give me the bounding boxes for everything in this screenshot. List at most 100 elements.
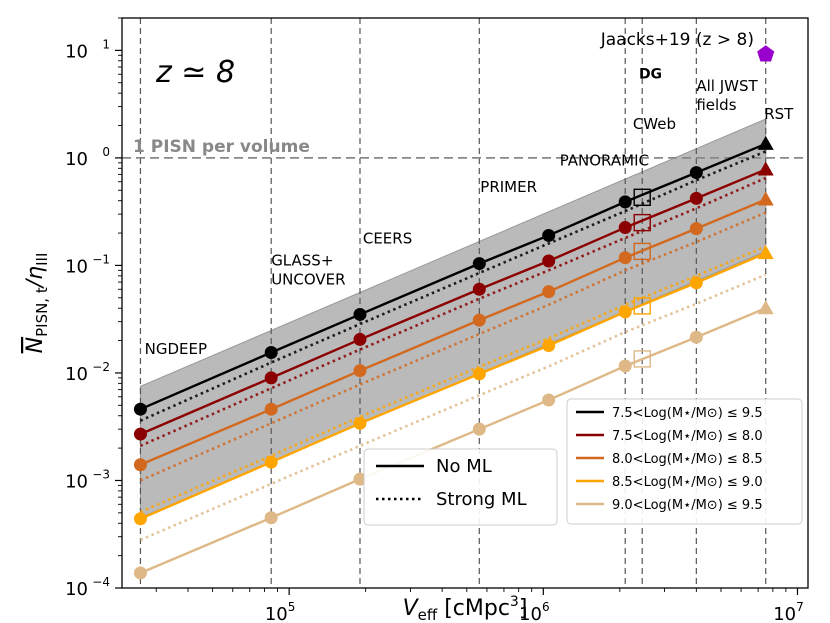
mass-legend-label: 9.0<Log(M⋆/M⊙) ≤ 9.5 (612, 498, 763, 513)
open-square-marker (633, 242, 651, 261)
y-tick-base: 10 (65, 579, 88, 600)
x-axis-label-unit-sup: 3 (510, 594, 519, 610)
y-tick-base: 10 (65, 256, 88, 277)
series-0-marker (618, 195, 632, 209)
series-3-marker (472, 367, 486, 381)
x-axis-label-close: ] (519, 596, 528, 621)
x-tick-exp: 5 (288, 600, 296, 614)
series-0-marker (353, 307, 367, 321)
series-1-marker (542, 254, 556, 268)
series-0-marker (542, 228, 556, 242)
y-tick-label: 10 −1 (65, 252, 110, 277)
series-3-marker (133, 512, 147, 526)
x-axis-label-sub: eff (418, 606, 438, 623)
series-2-marker (542, 285, 556, 299)
y-tick-base: 10 (65, 41, 88, 62)
x-tick-base: 10 (265, 604, 288, 623)
mass-legend-label: 8.5<Log(M⋆/M⊙) ≤ 9.0 (612, 475, 763, 490)
series-2-marker (472, 313, 486, 327)
x-tick-base: 10 (519, 604, 542, 623)
series-0-marker (133, 402, 147, 416)
line-style-label-solid: No ML (436, 456, 492, 477)
y-tick-label: 10 −4 (65, 575, 110, 600)
series-3-strong-ml-line (139, 245, 767, 514)
series-2-marker (133, 458, 147, 472)
series-1-marker (133, 427, 147, 441)
open-square-marker (633, 188, 651, 207)
series-0-triangle-marker (757, 135, 774, 150)
survey-label-line1: PRIMER (480, 178, 537, 196)
x-axis-label-unit: [cMpc (437, 596, 510, 621)
series-2-no-ml-line (139, 198, 767, 466)
open-square-marker (633, 350, 651, 368)
y-tick-base: 10 (65, 364, 88, 385)
marker-layer (133, 45, 775, 580)
y-axis-label-slash: /η (23, 266, 48, 289)
series-3-marker (264, 455, 278, 469)
y-tick-label: 10 1 (65, 37, 110, 62)
series-1-marker (689, 191, 703, 205)
y-axis-label-group: NPISN, t/ηIII (23, 253, 51, 354)
redshift-label: z ≃ 8 (155, 55, 235, 90)
survey-label-line1: CEERS (363, 229, 412, 247)
series-1-triangle-marker (757, 161, 774, 176)
survey-label-rst: RST (764, 105, 794, 123)
series-1-marker (618, 221, 632, 235)
survey-label-primer: PRIMER (480, 178, 537, 196)
mass-legend-box (566, 398, 803, 525)
jaacks-pentagon-marker (757, 45, 775, 62)
series-4-marker (353, 472, 367, 486)
y-tick-label: 10 −3 (65, 467, 110, 492)
x-axis-label-main: V (403, 596, 420, 621)
legend-layer: No ML Strong ML 7.5<Log(M⋆/M⊙) ≤ 9.5 7.5<Lo… (363, 398, 803, 526)
line-style-label-dotted: Strong ML (436, 489, 527, 510)
series-1-marker (353, 332, 367, 346)
survey-label-line1: NGDEEP (145, 340, 207, 358)
series-2-marker (353, 364, 367, 378)
y-tick-label: 10 0 (65, 145, 110, 170)
x-tick-base: 10 (773, 604, 796, 623)
y-tick-exp: −4 (92, 575, 110, 589)
series-2-marker (689, 222, 703, 236)
survey-label-line2: fields (696, 96, 736, 114)
series-3-marker (353, 416, 367, 430)
series-4-marker (689, 330, 703, 344)
x-axis-label: Veff [cMpc3] (403, 594, 528, 623)
y-tick-base: 10 (65, 471, 88, 492)
mass-legend-label: 7.5<Log(M⋆/M⊙) ≤ 8.0 (612, 429, 763, 444)
survey-label-ngdeep: NGDEEP (145, 340, 207, 358)
series-4-no-ml-line (139, 307, 767, 575)
x-tick-exp: 6 (542, 600, 550, 614)
series-4-strong-ml-line (139, 273, 767, 542)
series-3-triangle-marker (757, 245, 774, 260)
survey-label-line1: All JWST (696, 77, 758, 95)
survey-label-panoramic: PANORAMIC (560, 151, 649, 169)
dg-label: DG (639, 66, 662, 82)
y-tick-exp: 1 (102, 37, 110, 51)
series-4-marker (472, 422, 486, 436)
series-2-marker (264, 402, 278, 416)
series-4-triangle-marker (757, 300, 774, 315)
series-3-marker (542, 338, 556, 352)
mass-legend-label: 7.5<Log(M⋆/M⊙) ≤ 9.5 (612, 406, 763, 421)
survey-label-glass-uncover: GLASS+ UNCOVER (271, 251, 345, 288)
x-tick-label: 105 (265, 600, 296, 623)
reference-line-label: 1 PISN per volume (133, 137, 310, 157)
series-4-marker (542, 393, 556, 407)
y-tick-base: 10 (65, 149, 88, 170)
y-tick-exp: −3 (92, 467, 110, 481)
series-1-marker (472, 282, 486, 296)
x-tick-label: 106 (519, 600, 550, 623)
line-style-legend-box (363, 448, 558, 526)
y-axis-label-sub1: PISN, t (33, 287, 51, 337)
open-square-marker (633, 297, 651, 315)
label-layer: 1 PISN per volume NGDEEP GLASS+ UNCOVER CEER… (133, 30, 794, 358)
mass-legend-label: 8.0<Log(M⋆/M⊙) ≤ 8.5 (612, 452, 763, 467)
jaacks-label: Jaacks+19 (z > 8) (600, 30, 754, 50)
series-4-marker (133, 566, 147, 580)
y-tick-exp: −1 (92, 252, 110, 266)
y-tick-exp: 0 (102, 145, 110, 159)
survey-label-ceers: CEERS (363, 229, 412, 247)
